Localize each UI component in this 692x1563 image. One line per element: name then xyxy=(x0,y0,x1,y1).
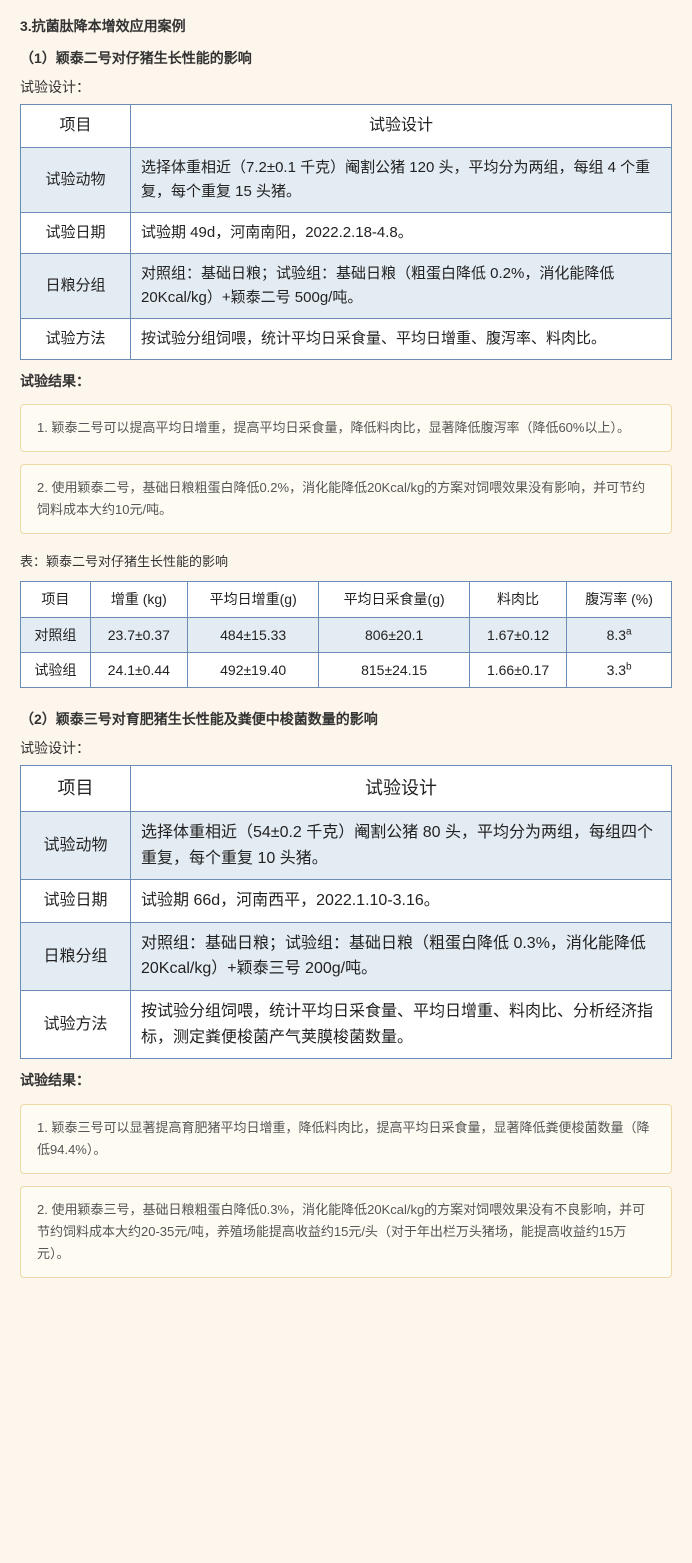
table-header: 腹泻率 (%) xyxy=(567,582,672,617)
case1-result-label: 试验结果： xyxy=(20,370,672,392)
table-header: 项目 xyxy=(21,766,131,812)
table-row-label: 试验日期 xyxy=(21,212,131,253)
case1-data-caption: 表：颖泰二号对仔猪生长性能的影响 xyxy=(20,552,672,573)
table-cell: 按试验分组饲喂，统计平均日采食量、平均日增重、料肉比、分析经济指标，测定粪便梭菌… xyxy=(131,990,672,1058)
case2-design-label: 试验设计： xyxy=(20,737,672,759)
table-header: 试验设计 xyxy=(131,766,672,812)
case2-result-label: 试验结果： xyxy=(20,1069,672,1091)
table-header: 增重 (kg) xyxy=(90,582,187,617)
table-cell: 23.7±0.37 xyxy=(90,617,187,652)
case1-design-label: 试验设计： xyxy=(20,76,672,98)
table-row-label: 对照组 xyxy=(21,617,91,652)
table-header: 项目 xyxy=(21,582,91,617)
table-cell: 选择体重相近（7.2±0.1 千克）阉割公猪 120 头，平均分为两组，每组 4… xyxy=(131,147,672,212)
table-header: 平均日增重(g) xyxy=(188,582,319,617)
table-row-label: 试验组 xyxy=(21,653,91,688)
table-header: 平均日采食量(g) xyxy=(319,582,470,617)
table-row-label: 试验方法 xyxy=(21,990,131,1058)
table-cell: 3.3b xyxy=(567,653,672,688)
table-cell: 选择体重相近（54±0.2 千克）阉割公猪 80 头，平均分为两组，每组四个重复… xyxy=(131,811,672,879)
table-cell: 试验期 49d，河南南阳，2022.2.18-4.8。 xyxy=(131,212,672,253)
case2-result-2: 2. 使用颖泰三号，基础日粮粗蛋白降低0.3%，消化能降低20Kcal/kg的方… xyxy=(20,1186,672,1278)
table-header: 试验设计 xyxy=(131,105,672,148)
case2-design-table: 项目 试验设计 试验动物 选择体重相近（54±0.2 千克）阉割公猪 80 头，… xyxy=(20,765,672,1059)
table-row-label: 试验动物 xyxy=(21,811,131,879)
case1-title: （1）颖泰二号对仔猪生长性能的影响 xyxy=(20,47,672,69)
table-cell: 492±19.40 xyxy=(188,653,319,688)
case2-result-1: 1. 颖泰三号可以显著提高育肥猪平均日增重，降低料肉比，提高平均日采食量，显著降… xyxy=(20,1104,672,1174)
table-cell: 1.67±0.12 xyxy=(469,617,566,652)
table-row-label: 试验动物 xyxy=(21,147,131,212)
table-cell: 8.3a xyxy=(567,617,672,652)
table-cell: 试验期 66d，河南西平，2022.1.10-3.16。 xyxy=(131,880,672,923)
table-row-label: 试验方法 xyxy=(21,318,131,359)
table-cell: 对照组：基础日粮；试验组：基础日粮（粗蛋白降低 0.3%，消化能降低 20Kca… xyxy=(131,922,672,990)
table-cell: 对照组：基础日粮；试验组：基础日粮（粗蛋白降低 0.2%，消化能降低 20Kca… xyxy=(131,253,672,318)
table-cell: 24.1±0.44 xyxy=(90,653,187,688)
case1-data-table: 项目 增重 (kg) 平均日增重(g) 平均日采食量(g) 料肉比 腹泻率 (%… xyxy=(20,581,672,688)
table-header: 项目 xyxy=(21,105,131,148)
table-row-label: 日粮分组 xyxy=(21,253,131,318)
table-header: 料肉比 xyxy=(469,582,566,617)
table-row-label: 日粮分组 xyxy=(21,922,131,990)
case1-design-table: 项目 试验设计 试验动物 选择体重相近（7.2±0.1 千克）阉割公猪 120 … xyxy=(20,104,672,360)
table-cell: 815±24.15 xyxy=(319,653,470,688)
table-cell: 806±20.1 xyxy=(319,617,470,652)
table-cell: 按试验分组饲喂，统计平均日采食量、平均日增重、腹泻率、料肉比。 xyxy=(131,318,672,359)
table-cell: 484±15.33 xyxy=(188,617,319,652)
case2-title: （2）颖泰三号对育肥猪生长性能及粪便中梭菌数量的影响 xyxy=(20,708,672,730)
case1-result-1: 1. 颖泰二号可以提高平均日增重，提高平均日采食量，降低料肉比，显著降低腹泻率（… xyxy=(20,404,672,452)
heading-3: 3.抗菌肽降本增效应用案例 xyxy=(20,15,672,37)
table-cell: 1.66±0.17 xyxy=(469,653,566,688)
case1-result-2: 2. 使用颖泰二号，基础日粮粗蛋白降低0.2%，消化能降低20Kcal/kg的方… xyxy=(20,464,672,534)
table-row-label: 试验日期 xyxy=(21,880,131,923)
